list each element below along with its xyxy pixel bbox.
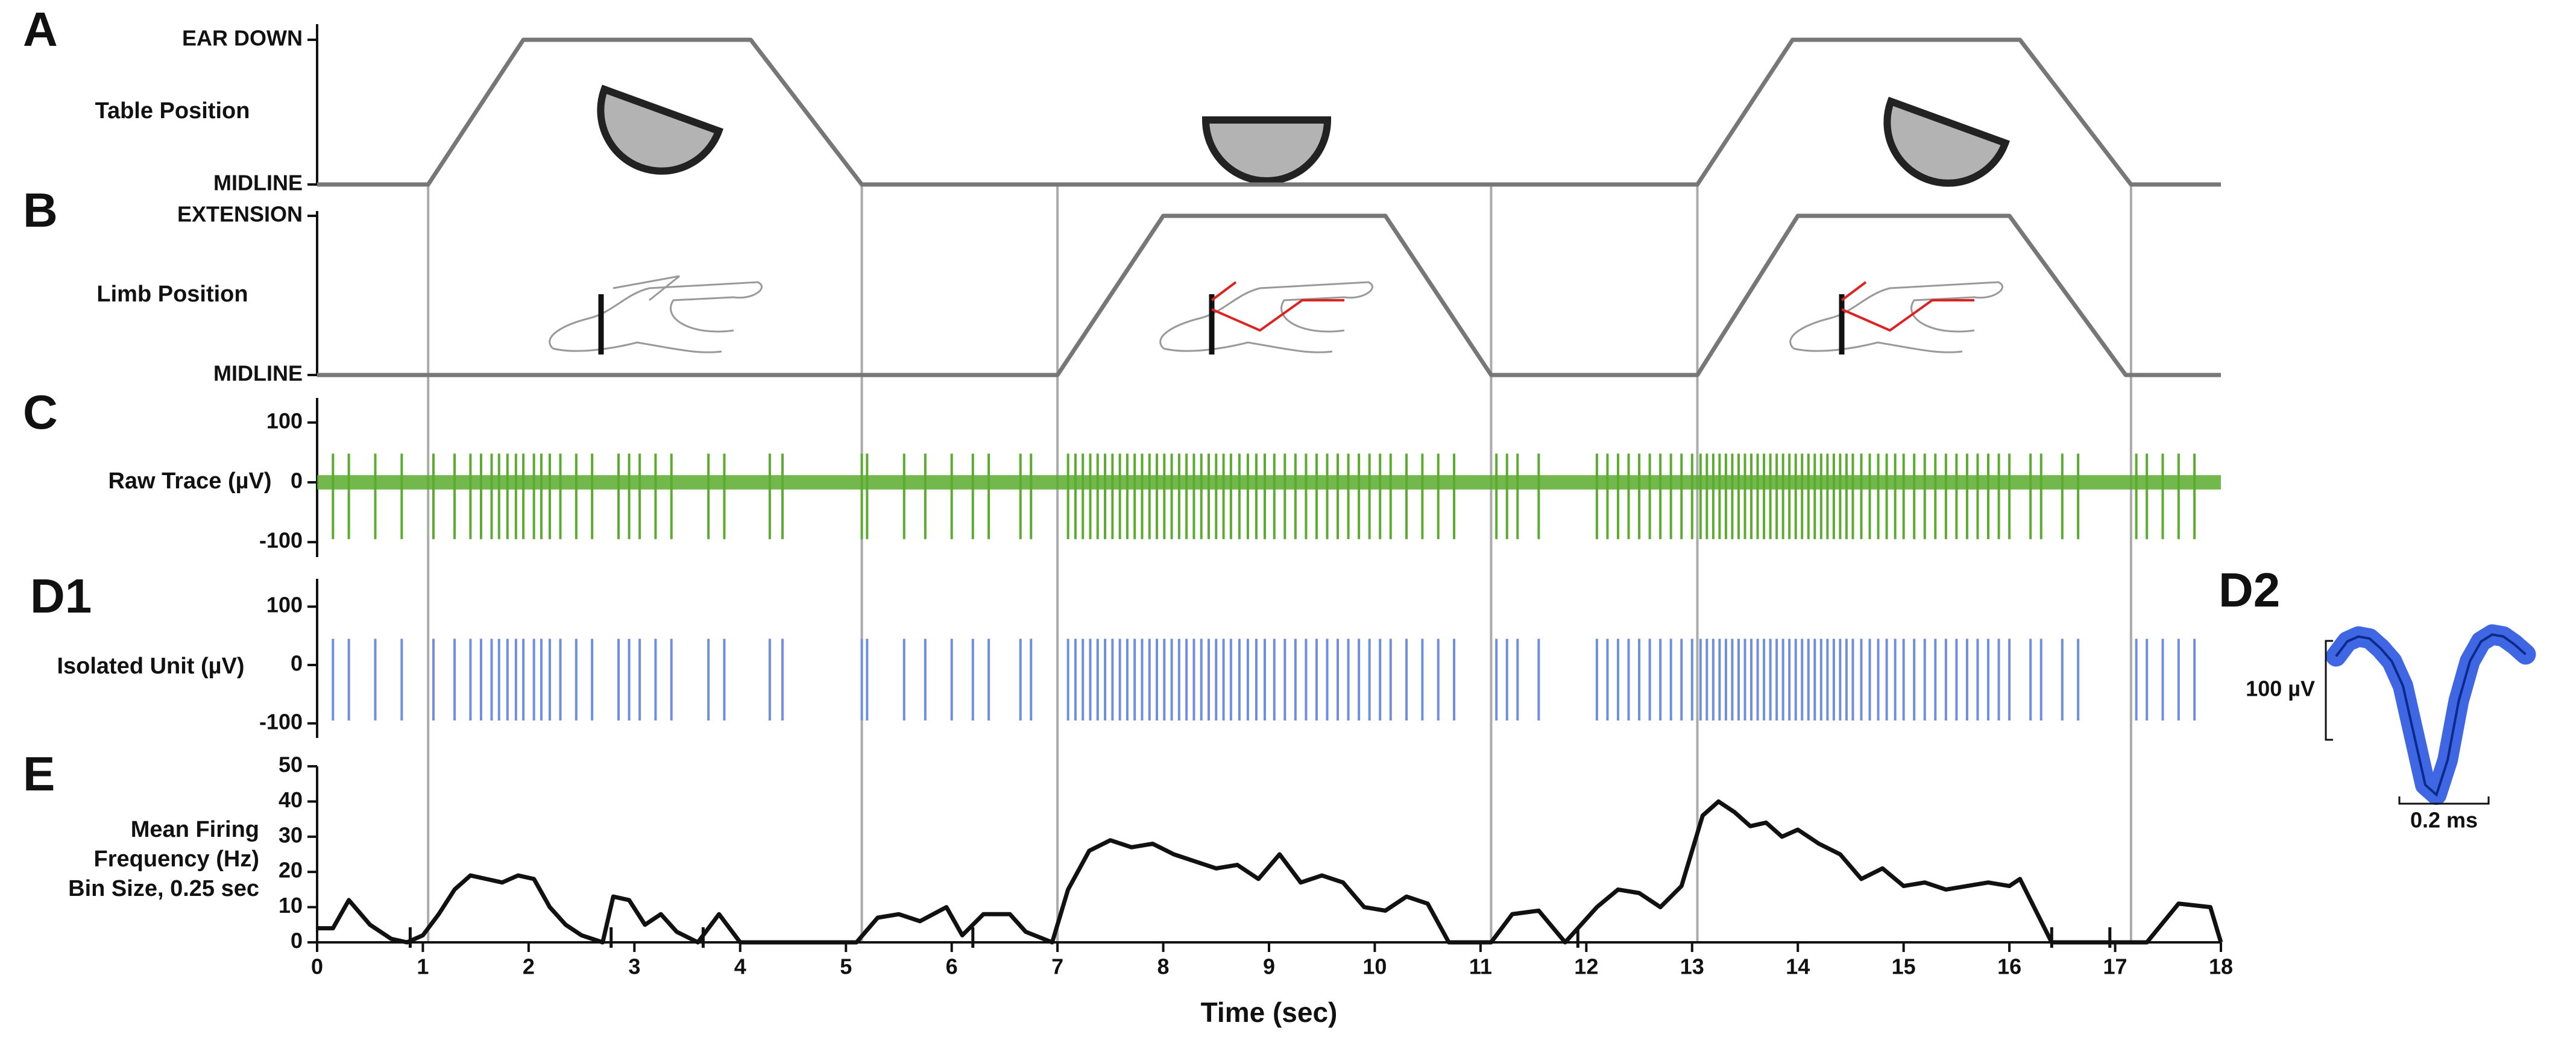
spike-train bbox=[332, 453, 2196, 540]
x-tick-label: 14 bbox=[1786, 954, 1810, 979]
y-tick-label: -100 bbox=[259, 709, 303, 734]
limb-illustrations bbox=[550, 275, 2003, 355]
transition-lines bbox=[427, 184, 2132, 942]
x-tick-label: 11 bbox=[1469, 954, 1492, 979]
y-tick-label: 40 bbox=[279, 787, 303, 812]
y-tick-label: 0 bbox=[291, 928, 303, 953]
limb-extension bbox=[1160, 282, 1373, 355]
x-tick-label: 8 bbox=[1157, 954, 1170, 979]
x-tick-label: 16 bbox=[1997, 954, 2021, 979]
y-tick-label: 0 bbox=[291, 651, 303, 676]
y-tick-label: 10 bbox=[279, 893, 303, 918]
scalebar-x bbox=[2398, 796, 2490, 805]
y-axis-label: Isolated Unit (µV) bbox=[57, 654, 244, 679]
x-tick-label: 4 bbox=[734, 954, 746, 979]
spike-train bbox=[332, 638, 2196, 720]
x-tick-label: 12 bbox=[1574, 954, 1598, 979]
y-tick-label: MIDLINE bbox=[213, 171, 303, 195]
y-axis-label: Mean Firing bbox=[131, 817, 259, 842]
trace bbox=[317, 213, 2221, 377]
panel-label: D2 bbox=[2219, 563, 2280, 617]
y-axis-label: Limb Position bbox=[96, 282, 248, 307]
y-tick-label: 50 bbox=[279, 752, 303, 777]
limb-midline bbox=[550, 275, 762, 355]
y-tick-label: EAR DOWN bbox=[182, 26, 303, 51]
y-tick-label: EXTENSION bbox=[177, 202, 303, 227]
scalebar-y-label: 100 µV bbox=[2246, 676, 2315, 701]
panel-label: A bbox=[23, 2, 58, 56]
x-tick-label: 7 bbox=[1051, 954, 1063, 979]
waveform-band bbox=[2326, 624, 2536, 805]
x-tick-label: 1 bbox=[417, 954, 429, 979]
scalebar-y bbox=[2325, 640, 2333, 741]
y-axis-label: Frequency (Hz) bbox=[94, 846, 259, 872]
x-tick-label: 0 bbox=[311, 954, 323, 979]
x-tick-label: 3 bbox=[628, 954, 640, 979]
table-tilted bbox=[597, 84, 723, 175]
y-axis-label: Table Position bbox=[95, 98, 250, 124]
x-tick-label: 17 bbox=[2103, 954, 2127, 979]
x-tick-label: 15 bbox=[1892, 954, 1916, 979]
waveform-mean bbox=[2335, 633, 2527, 797]
panel-label: B bbox=[23, 183, 58, 237]
y-tick-label: 0 bbox=[291, 468, 303, 493]
x-tick-label: 2 bbox=[523, 954, 535, 979]
y-tick-label: 100 bbox=[266, 593, 303, 617]
y-tick-label: MIDLINE bbox=[213, 361, 303, 386]
x-tick-label: 9 bbox=[1263, 954, 1275, 979]
x-tick-label: 18 bbox=[2209, 954, 2233, 979]
y-axis-label: Bin Size, 0.25 sec bbox=[68, 876, 259, 901]
y-tick-label: 30 bbox=[279, 822, 303, 847]
limb-extension bbox=[1790, 282, 2003, 355]
x-tick-label: 13 bbox=[1680, 954, 1704, 979]
trace bbox=[317, 37, 2221, 187]
x-tick-label: 5 bbox=[840, 954, 852, 979]
panel-label: E bbox=[23, 747, 55, 801]
table-flat bbox=[1201, 116, 1332, 184]
trace bbox=[317, 799, 2223, 945]
panel-label: D1 bbox=[30, 569, 92, 623]
y-tick-label: 100 bbox=[266, 408, 303, 433]
table-illustrations bbox=[597, 84, 2010, 187]
x-axis-label: Time (sec) bbox=[1201, 997, 1338, 1028]
y-tick-label: -100 bbox=[259, 528, 303, 553]
panel-label: C bbox=[23, 385, 58, 439]
table-tilted bbox=[1883, 96, 2010, 187]
x-tick-label: 6 bbox=[946, 954, 958, 979]
y-axis-label: Raw Trace (µV) bbox=[108, 468, 271, 494]
y-tick-label: 20 bbox=[279, 858, 303, 883]
x-tick-label: 10 bbox=[1362, 954, 1387, 979]
scalebar-x-label: 0.2 ms bbox=[2410, 808, 2478, 833]
